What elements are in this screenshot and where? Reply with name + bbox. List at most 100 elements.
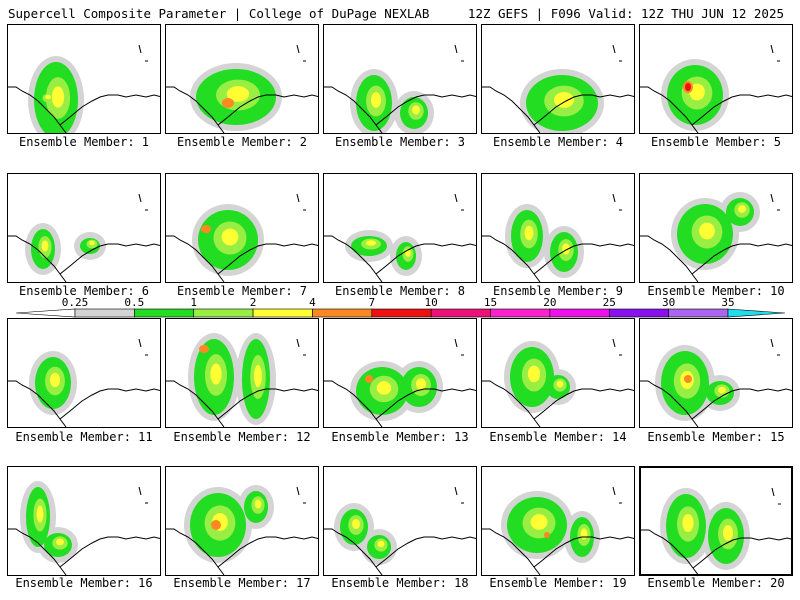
colorbar-segment [608, 308, 669, 318]
island-outline [454, 193, 458, 203]
island-outline [612, 193, 616, 203]
island-outline [296, 193, 300, 203]
scp-map [8, 481, 160, 575]
island-outline [770, 44, 774, 54]
scp-contour-orange [211, 520, 221, 530]
scp-map [482, 44, 634, 133]
ensemble-map-panel[interactable] [481, 318, 635, 428]
coastline-border [640, 235, 792, 282]
ensemble-map-panel[interactable] [481, 24, 635, 134]
coastline-border [166, 528, 318, 575]
island-outline [771, 487, 775, 497]
island-outline [612, 338, 616, 348]
ensemble-member-label: Ensemble Member: 8 [334, 284, 466, 298]
scp-contour-yellow [682, 514, 694, 532]
ensemble-member-label: Ensemble Member: 12 [173, 430, 311, 444]
scp-contour-yellow [254, 364, 262, 388]
scp-contour-yellow [412, 105, 420, 115]
scp-contour-orange [365, 375, 373, 383]
ensemble-map-panel[interactable] [639, 173, 793, 283]
scp-map [641, 487, 791, 574]
ensemble-map-panel[interactable] [323, 318, 477, 428]
scp-map [8, 338, 160, 427]
scp-contour-yellow [36, 505, 44, 523]
scp-contour-yellow [722, 525, 734, 541]
ensemble-map-panel[interactable] [165, 173, 319, 283]
model-valid-time: 12Z GEFS | F096 Valid: 12Z THU JUN 12 20… [467, 6, 784, 21]
ensemble-member-label: Ensemble Member: 16 [15, 576, 153, 590]
colorbar-tick-label: 0.5 [124, 296, 145, 309]
scp-map [166, 44, 318, 133]
coastline-border [482, 380, 634, 427]
island-outline [138, 44, 142, 54]
coastline-border [482, 235, 634, 282]
scp-contour-yellow [221, 228, 239, 246]
scp-map [640, 338, 792, 427]
island-outline [454, 44, 458, 54]
coastline-border [482, 86, 634, 133]
island-outline [612, 486, 616, 496]
island-outline [138, 338, 142, 348]
ensemble-map-panel[interactable] [639, 466, 793, 576]
colorbar-tick-label: 30 [662, 296, 676, 309]
scp-contour-orange [199, 345, 209, 353]
scp-map [166, 485, 318, 575]
ensemble-map-panel[interactable] [7, 318, 161, 428]
ensemble-map-panel[interactable] [323, 24, 477, 134]
ensemble-map-panel[interactable] [7, 24, 161, 134]
scp-map [324, 486, 476, 575]
ensemble-map-panel[interactable] [165, 318, 319, 428]
scp-map [166, 333, 318, 427]
ensemble-map-panel[interactable] [481, 173, 635, 283]
scp-contour-orange [222, 98, 234, 108]
ensemble-map-panel[interactable] [639, 24, 793, 134]
ensemble-member-label: Ensemble Member: 11 [15, 430, 153, 444]
scp-contour-yellow [365, 240, 377, 246]
scp-map [166, 193, 318, 282]
colorbar-segment [312, 308, 373, 318]
scp-contour-yellow [51, 86, 65, 108]
ensemble-member-label: Ensemble Member: 9 [492, 284, 624, 298]
ensemble-member-label: Ensemble Member: 3 [334, 135, 466, 149]
scp-contour-yellow [41, 240, 49, 252]
scp-contour-yellow [689, 83, 705, 101]
colorbar-tick-label: 1 [190, 296, 198, 309]
ensemble-map-panel[interactable] [7, 173, 161, 283]
island-outline [138, 193, 142, 203]
scp-map [8, 193, 160, 282]
colorbar-tick-label: 4 [309, 296, 316, 309]
ensemble-member-label: Ensemble Member: 18 [331, 576, 469, 590]
scp-contour-yellow [415, 378, 427, 390]
ensemble-map-panel[interactable] [481, 466, 635, 576]
ensemble-member-label: Ensemble Member: 4 [492, 135, 624, 149]
scp-map [482, 193, 634, 282]
colorbar-tick-label: 25 [602, 296, 616, 309]
ensemble-member-label: Ensemble Member: 15 [647, 430, 785, 444]
coastline-border [166, 86, 318, 133]
scp-contour-orange [544, 532, 550, 538]
ensemble-member-label: Ensemble Member: 19 [489, 576, 627, 590]
coastline-border [324, 528, 476, 575]
scp-contour-yellow [210, 363, 222, 385]
ensemble-map-panel[interactable] [7, 466, 161, 576]
color-scale-bar [15, 308, 786, 318]
ensemble-map-panel[interactable] [165, 466, 319, 576]
island-outline [138, 486, 142, 496]
island-outline [612, 44, 616, 54]
colorbar-tick-label: 35 [721, 296, 735, 309]
scp-map [640, 44, 792, 133]
scp-map [324, 338, 476, 427]
scp-map [482, 338, 634, 427]
scp-contour-yellow [527, 365, 541, 383]
colorbar-tick-label: 7 [368, 296, 376, 309]
scp-contour-yellow [254, 499, 262, 509]
scp-contour-yellow [49, 372, 61, 388]
scp-map [8, 44, 160, 133]
ensemble-map-panel[interactable] [639, 318, 793, 428]
ensemble-map-panel[interactable] [323, 173, 477, 283]
coastline-border [482, 528, 634, 575]
scp-contour-yellow [580, 528, 588, 540]
ensemble-map-panel[interactable] [165, 24, 319, 134]
ensemble-map-panel[interactable] [323, 466, 477, 576]
colorbar-segment [74, 308, 135, 318]
